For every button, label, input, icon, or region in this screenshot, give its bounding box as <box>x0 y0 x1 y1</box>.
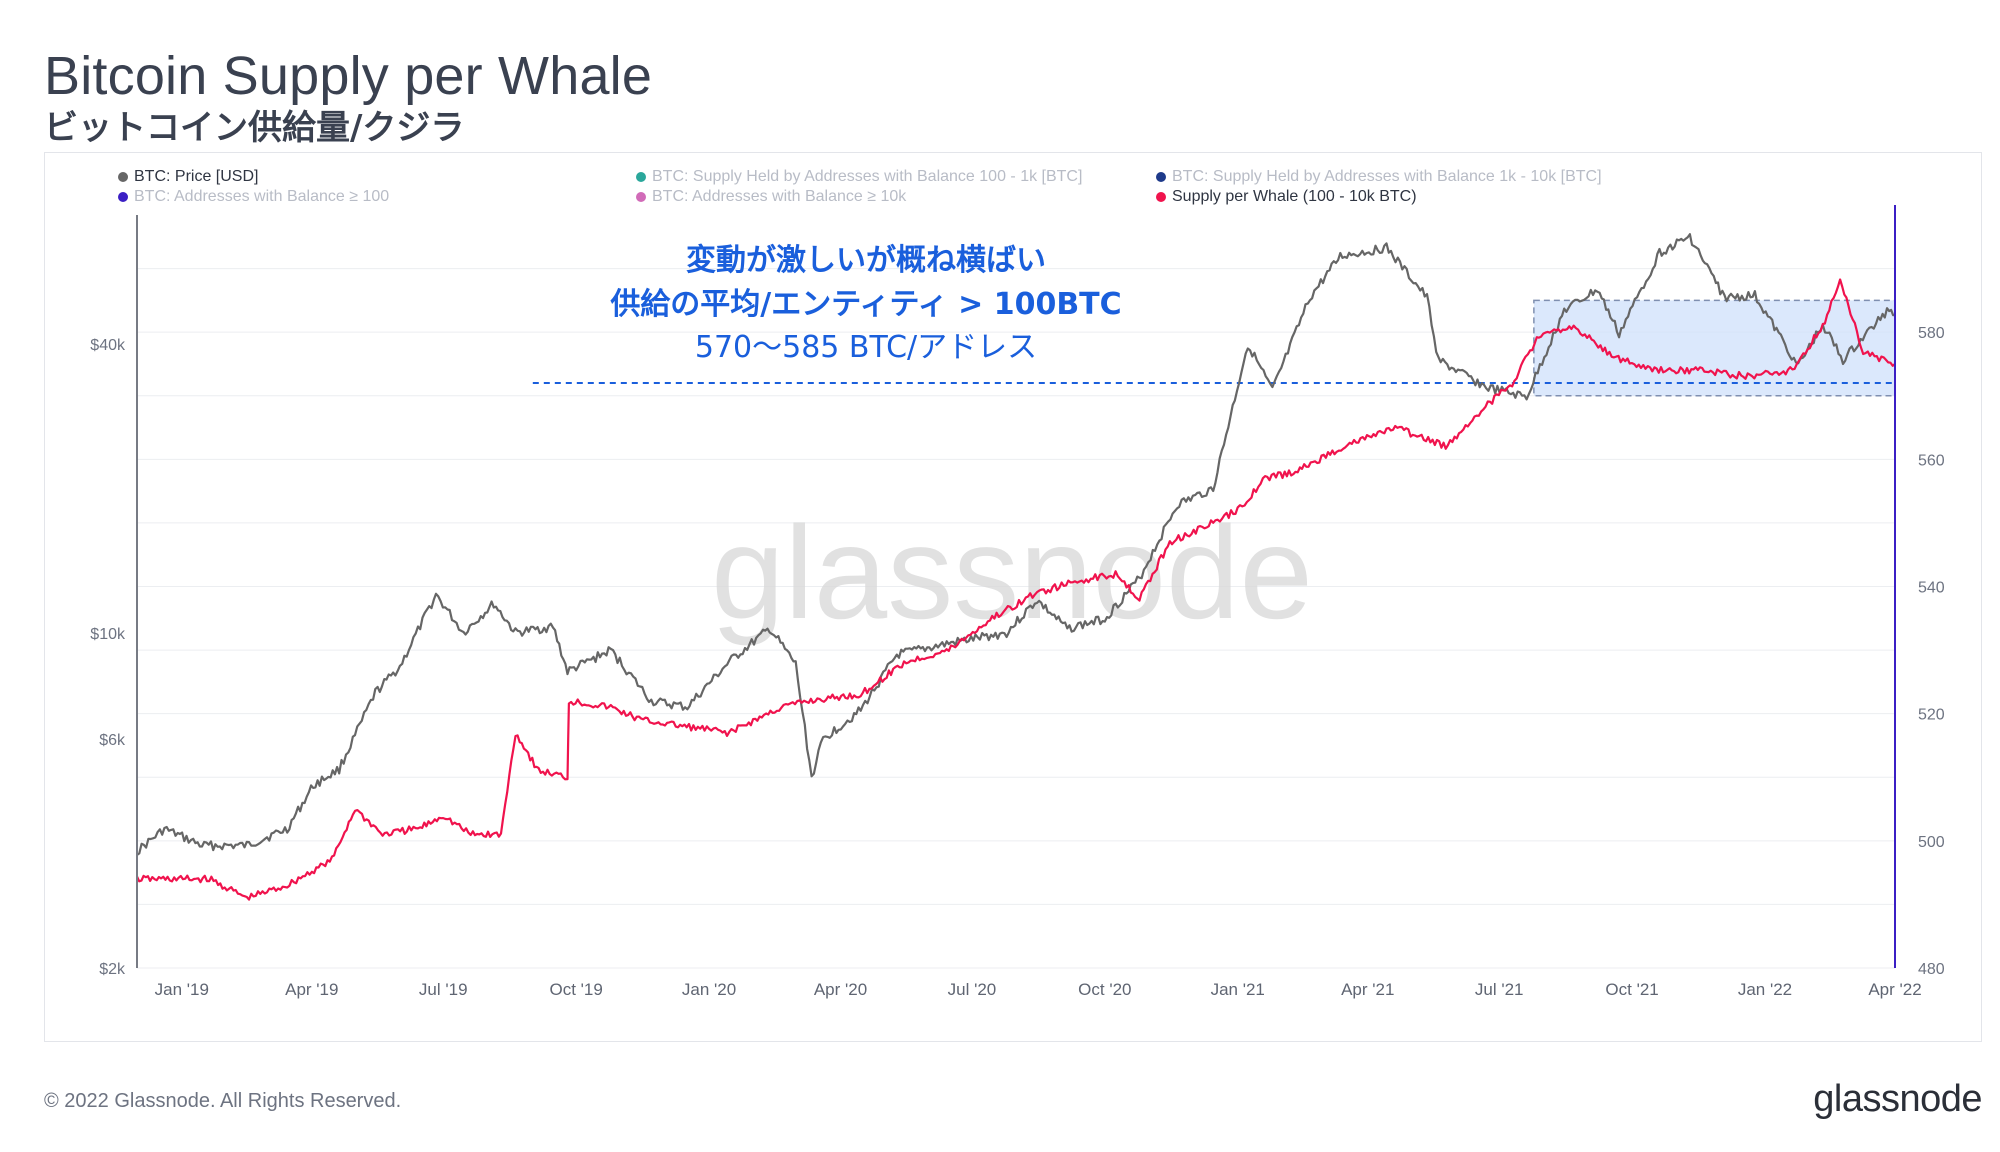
x-tick-label: Jan '21 <box>1211 980 1265 999</box>
x-tick-label: Oct '19 <box>549 980 602 999</box>
legend-label: BTC: Addresses with Balance ≥ 10k <box>652 188 907 205</box>
band-fill <box>1533 300 1895 396</box>
legend-label: BTC: Supply Held by Addresses with Balan… <box>1172 168 1602 185</box>
y-left-tick-label: $40k <box>90 337 126 354</box>
highlight-band <box>532 299 1896 397</box>
legend-label: BTC: Addresses with Balance ≥ 100 <box>134 188 390 205</box>
chart-title: Bitcoin Supply per Whale <box>44 46 653 106</box>
legend-item-addresses-10k[interactable]: BTC: Addresses with Balance ≥ 10k <box>636 188 906 206</box>
legend-item-supply-100-1k[interactable]: BTC: Supply Held by Addresses with Balan… <box>636 168 1082 186</box>
legend: BTC: Price [USD] BTC: Addresses with Bal… <box>0 168 2000 208</box>
chart-subtitle: ビットコイン供給量/クジラ <box>44 108 465 148</box>
series-line-supply-per-whale <box>135 278 1896 901</box>
y-left-tick-label: $10k <box>90 626 126 643</box>
annotation-line-3: 570〜585 BTC/アドレス <box>695 330 1037 365</box>
annotation: 変動が激しいが概ね横ばい 供給の平均/エンティティ > 100BTC 570〜5… <box>609 243 1121 365</box>
x-tick-label: Oct '21 <box>1605 980 1658 999</box>
y-right-tick-label: 580 <box>1918 325 1945 342</box>
watermark: glassnode <box>711 499 1313 646</box>
legend-item-btc-price[interactable]: BTC: Price [USD] <box>118 168 258 186</box>
chart-frame <box>44 152 1982 1042</box>
legend-dot-icon <box>1156 192 1166 202</box>
annotation-line-2: 供給の平均/エンティティ > 100BTC <box>609 287 1121 322</box>
y-right-tick-label: 540 <box>1918 580 1945 597</box>
y-left-tick-label: $2k <box>99 961 126 978</box>
brand-logo: glassnode <box>1813 1078 1982 1120</box>
legend-label: BTC: Price [USD] <box>134 168 259 185</box>
legend-dot-icon <box>636 172 646 182</box>
x-tick-label: Jan '19 <box>155 980 209 999</box>
legend-dot-icon <box>1156 172 1166 182</box>
legend-item-supply-per-whale[interactable]: Supply per Whale (100 - 10k BTC) <box>1156 188 1417 206</box>
legend-item-supply-1k-10k[interactable]: BTC: Supply Held by Addresses with Balan… <box>1156 168 1602 186</box>
y-right-tick-label: 500 <box>1918 834 1945 851</box>
legend-label: Supply per Whale (100 - 10k BTC) <box>1172 188 1417 205</box>
axes: $2k $6k $10k $40k 480 500 520 540 560 580 Jan '19 A… <box>90 205 1945 999</box>
x-tick-label: Jan '22 <box>1738 980 1792 999</box>
y-left-tick-label: $6k <box>99 732 126 749</box>
x-tick-label: Jul '19 <box>419 980 468 999</box>
x-tick-label: Apr '20 <box>814 980 867 999</box>
y-right-tick-label: 520 <box>1918 707 1945 724</box>
x-tick-label: Apr '19 <box>285 980 338 999</box>
y-right-tick-label: 480 <box>1918 961 1945 978</box>
annotation-line-1: 変動が激しいが概ね横ばい <box>686 243 1046 278</box>
y-right-tick-label: 560 <box>1918 452 1945 469</box>
x-tick-label: Apr '21 <box>1341 980 1394 999</box>
legend-dot-icon <box>118 192 128 202</box>
x-tick-label: Oct '20 <box>1078 980 1131 999</box>
legend-label: BTC: Supply Held by Addresses with Balan… <box>652 168 1083 185</box>
x-tick-label: Jan '20 <box>682 980 736 999</box>
legend-dot-icon <box>636 192 646 202</box>
x-tick-label: Apr '22 <box>1868 980 1921 999</box>
copyright: © 2022 Glassnode. All Rights Reserved. <box>44 1090 402 1112</box>
legend-item-addresses-100[interactable]: BTC: Addresses with Balance ≥ 100 <box>118 188 389 206</box>
x-tick-label: Jul '21 <box>1475 980 1524 999</box>
series-group <box>135 233 1896 901</box>
series-line-btc-price <box>136 233 1896 856</box>
x-tick-label: Jul '20 <box>948 980 997 999</box>
legend-dot-icon <box>118 172 128 182</box>
